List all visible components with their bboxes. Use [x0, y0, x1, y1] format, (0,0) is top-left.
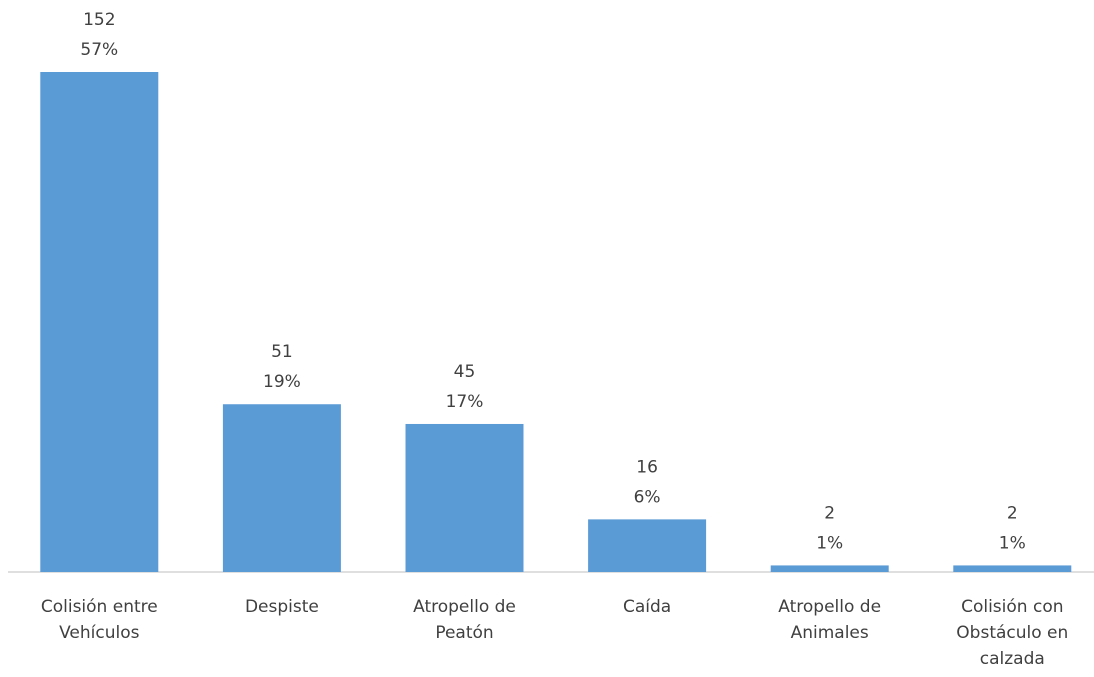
x-tick-label: Atropello de Peatón: [413, 597, 516, 643]
percent-label: 6%: [634, 487, 661, 507]
percent-label: 1%: [816, 533, 843, 553]
value-label: 16: [636, 457, 658, 477]
bar: [405, 423, 524, 572]
percent-label: 57%: [80, 40, 118, 60]
x-tick-label: Caída: [622, 597, 672, 617]
x-tick-label: Despiste: [244, 597, 319, 617]
value-label: 152: [83, 10, 115, 30]
bar: [40, 72, 159, 572]
percent-label: 1%: [999, 533, 1026, 553]
x-tick-label: Colisión entre Vehículos: [40, 597, 158, 643]
value-label: 45: [454, 362, 476, 382]
bar: [770, 565, 889, 572]
value-label: 2: [1007, 503, 1018, 523]
value-label: 51: [271, 342, 293, 362]
x-tick-label: Atropello de Animales: [778, 597, 882, 643]
percent-label: 19%: [263, 372, 301, 392]
bar: [588, 519, 707, 572]
bar: [222, 404, 341, 572]
x-tick-label: Colisión con Obstáculo en calzada: [956, 597, 1069, 669]
percent-label: 17%: [446, 392, 484, 412]
bar: [953, 565, 1072, 572]
value-label: 2: [824, 503, 835, 523]
